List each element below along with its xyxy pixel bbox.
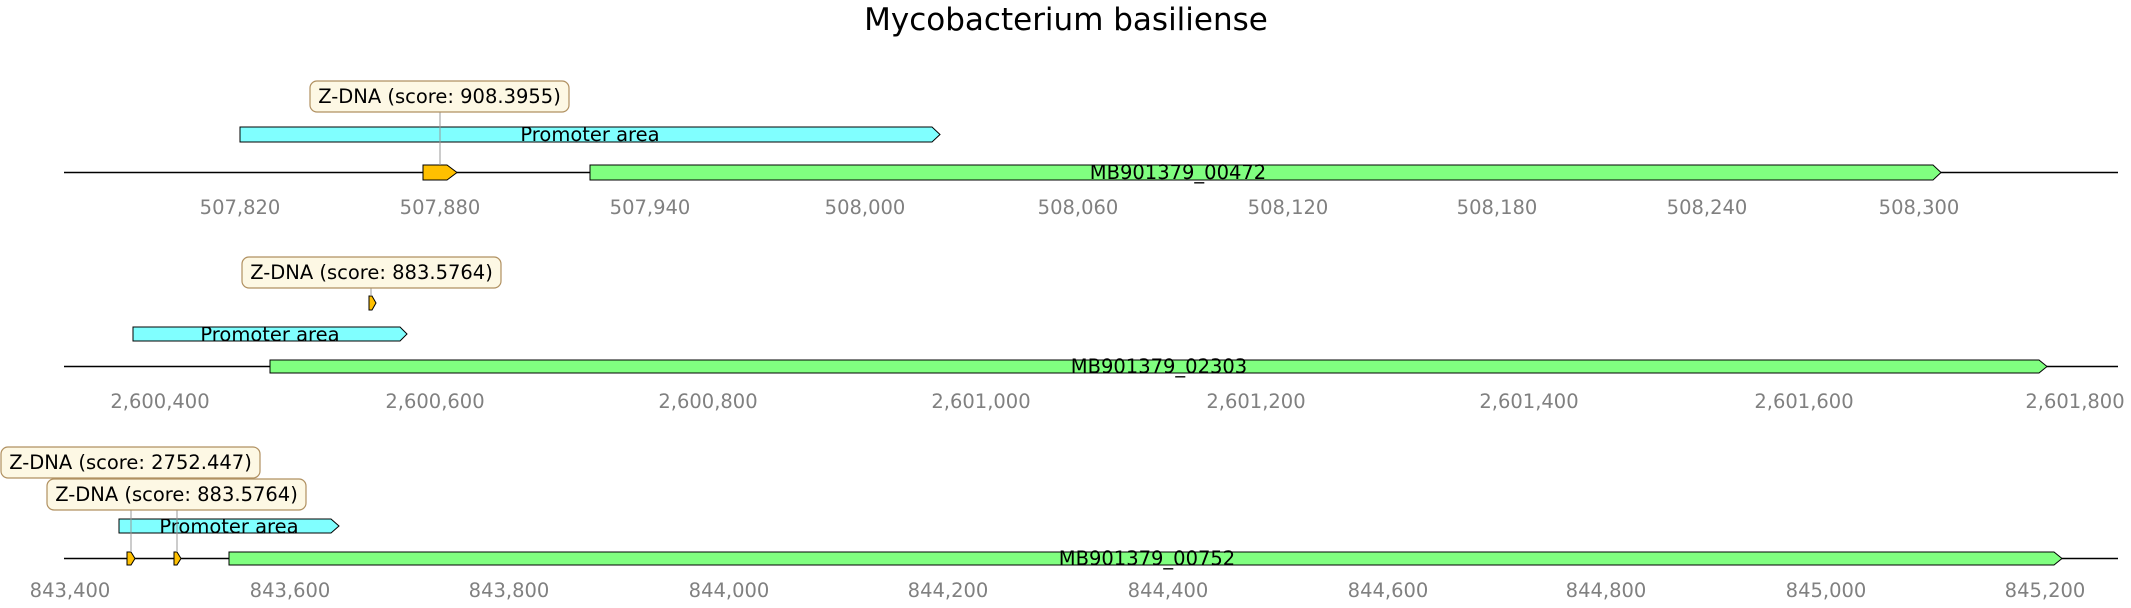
track-1: 507,820 507,880 507,940 508,000 508,060 … <box>64 80 2118 219</box>
zdna-feature[interactable] <box>126 551 136 566</box>
tick-label: 2,601,600 <box>1754 390 1853 413</box>
zdna-annotation: Z-DNA (score: 883.5764) <box>241 256 502 296</box>
zdna-annotation: Z-DNA (score: 883.5764) <box>46 478 307 552</box>
annotation-box <box>46 478 307 511</box>
zdna-feature[interactable] <box>422 164 458 181</box>
promoter-feature[interactable]: Promoter area <box>118 515 340 538</box>
annotation-box <box>241 256 502 289</box>
promoter-label: Promoter area <box>520 123 659 146</box>
gene-label: MB901379_00752 <box>1059 547 1235 570</box>
zdna-feature[interactable] <box>368 295 377 311</box>
tick-label: 508,300 <box>1879 196 1960 219</box>
tick-label: 845,200 <box>2005 579 2086 602</box>
tick-label: 843,400 <box>30 579 111 602</box>
gene-feature[interactable]: MB901379_00752 <box>228 547 2063 570</box>
annotation-text: Z-DNA (score: 2752.447) <box>9 451 252 474</box>
tick-label: 844,600 <box>1348 579 1429 602</box>
track-2-ticks: 2,600,400 2,600,600 2,600,800 2,601,000 … <box>110 390 2124 413</box>
promoter-arrow <box>118 518 340 534</box>
tick-label: 2,601,200 <box>1206 390 1305 413</box>
gene-label: MB901379_02303 <box>1071 355 1247 378</box>
gene-feature[interactable]: MB901379_00472 <box>589 161 1942 184</box>
tick-label: 508,180 <box>1457 196 1538 219</box>
annotation-box <box>309 80 570 113</box>
tick-label: 508,120 <box>1248 196 1329 219</box>
track-1-ticks: 507,820 507,880 507,940 508,000 508,060 … <box>200 196 1960 219</box>
annotation-text: Z-DNA (score: 883.5764) <box>250 261 493 284</box>
tick-label: 843,600 <box>250 579 331 602</box>
promoter-label: Promoter area <box>200 323 339 346</box>
gene-arrow <box>589 164 1942 181</box>
tick-label: 508,240 <box>1667 196 1748 219</box>
tick-label: 2,601,800 <box>2025 390 2124 413</box>
zdna-annotation: Z-DNA (score: 908.3955) <box>309 80 570 165</box>
tick-label: 844,400 <box>1128 579 1209 602</box>
annotation-text: Z-DNA (score: 883.5764) <box>55 483 298 506</box>
gene-arrow <box>269 359 2048 374</box>
tick-label: 507,940 <box>610 196 691 219</box>
diagram-title: Mycobacterium basiliense <box>864 2 1268 38</box>
tick-label: 843,800 <box>469 579 550 602</box>
tick-label: 2,601,400 <box>1479 390 1578 413</box>
zdna-feature[interactable] <box>173 551 182 566</box>
track-3: 843,400 843,600 843,800 844,000 844,200 … <box>0 446 2118 602</box>
tick-label: 845,000 <box>1786 579 1867 602</box>
promoter-feature[interactable]: Promoter area <box>239 123 941 146</box>
tick-label: 2,600,400 <box>110 390 209 413</box>
annotation-text: Z-DNA (score: 908.3955) <box>318 85 561 108</box>
zdna-annotation: Z-DNA (score: 2752.447) <box>0 446 261 552</box>
tick-label: 2,600,600 <box>385 390 484 413</box>
tick-label: 2,600,800 <box>658 390 757 413</box>
promoter-label: Promoter area <box>159 515 298 538</box>
tick-label: 2,601,000 <box>931 390 1030 413</box>
tick-label: 844,800 <box>1566 579 1647 602</box>
track-2: 2,600,400 2,600,600 2,600,800 2,601,000 … <box>64 256 2125 413</box>
tick-label: 844,000 <box>689 579 770 602</box>
tick-label: 508,060 <box>1038 196 1119 219</box>
track-3-ticks: 843,400 843,600 843,800 844,000 844,200 … <box>30 579 2086 602</box>
gene-feature[interactable]: MB901379_02303 <box>269 355 2048 378</box>
tick-label: 508,000 <box>825 196 906 219</box>
gene-label: MB901379_00472 <box>1090 161 1266 184</box>
promoter-feature[interactable]: Promoter area <box>132 323 408 346</box>
tick-label: 844,200 <box>908 579 989 602</box>
tick-label: 507,820 <box>200 196 281 219</box>
promoter-arrow <box>239 126 941 143</box>
promoter-arrow <box>132 326 408 342</box>
tick-label: 507,880 <box>400 196 481 219</box>
annotation-box <box>0 446 261 479</box>
gene-arrow <box>228 551 2063 566</box>
